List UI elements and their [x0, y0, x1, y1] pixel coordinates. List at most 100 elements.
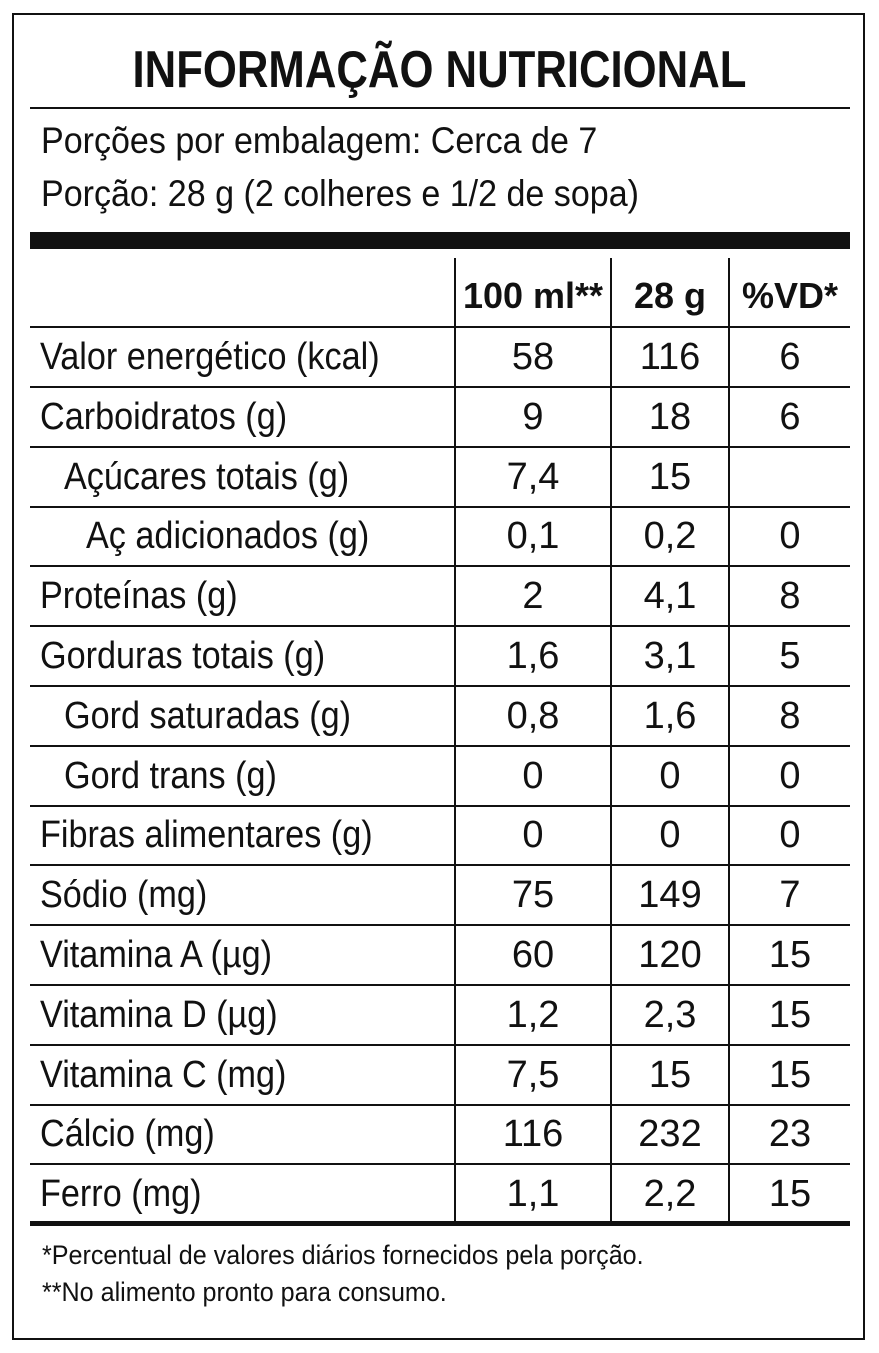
value-daily-percent: 7 — [779, 874, 801, 917]
value-daily-percent: 15 — [768, 993, 812, 1036]
value-per-portion: 18 — [648, 395, 692, 438]
value-per-portion: 1,6 — [643, 694, 697, 737]
value-per-portion: 4,1 — [643, 575, 697, 618]
table-row: Proteínas (g) 2 4,1 8 — [30, 566, 850, 628]
nutrient-name: Ferro (mg) — [40, 1173, 202, 1216]
value-per-portion: 120 — [638, 934, 702, 976]
row-divider — [30, 924, 850, 927]
row-divider — [30, 1043, 850, 1046]
value-per-portion: 0 — [659, 754, 681, 797]
thick-divider — [30, 232, 850, 249]
row-divider — [30, 1103, 850, 1106]
table-row: Açúcares totais (g) 7,4 15 — [30, 447, 850, 508]
table-row: Valor energético (kcal) 58 116 6 — [30, 327, 850, 388]
value-daily-percent: 6 — [779, 336, 801, 378]
row-divider — [30, 1163, 850, 1166]
nutrient-name: Cálcio (mg) — [40, 1113, 215, 1156]
value-per-portion: 2,2 — [643, 1173, 697, 1216]
table-row: Gorduras totais (g) 1,6 3,1 5 — [30, 626, 850, 687]
value-per-portion: 0,2 — [643, 515, 697, 558]
table-row: Cálcio (mg) 116 232 23 — [30, 1104, 850, 1166]
row-divider — [30, 505, 850, 508]
value-per-portion: 232 — [638, 1113, 702, 1156]
value-per-100ml: 1,1 — [506, 1173, 560, 1216]
servings-per-package: Porções por embalagem: Cerca de 7 — [41, 120, 598, 161]
nutrient-name: Aç adicionados (g) — [86, 515, 370, 558]
row-divider — [30, 625, 850, 628]
table-header-row: 100 ml** 28 g %VD* — [30, 258, 850, 328]
value-daily-percent: 23 — [768, 1113, 812, 1156]
value-daily-percent: 0 — [779, 754, 801, 797]
row-divider — [30, 326, 850, 328]
serving-size: Porção: 28 g (2 colheres e 1/2 de sopa) — [41, 173, 639, 214]
nutrient-name: Vitamina A (µg) — [40, 934, 272, 976]
table-row: Vitamina C (mg) 7,5 15 15 — [30, 1045, 850, 1106]
row-divider — [30, 685, 850, 687]
row-divider — [30, 864, 850, 867]
table-row: Sódio (mg) 75 149 7 — [30, 865, 850, 927]
value-daily-percent: 8 — [779, 575, 801, 618]
value-per-portion: 149 — [638, 874, 702, 917]
value-daily-percent: 0 — [779, 515, 801, 558]
table-row: Ferro (mg) 1,1 2,2 15 — [30, 1164, 850, 1224]
value-per-100ml: 0,8 — [506, 694, 560, 737]
table-bottom-rule — [30, 1221, 850, 1226]
column-divider — [454, 258, 456, 1223]
value-daily-percent: 0 — [779, 814, 801, 857]
value-per-100ml: 0 — [522, 754, 544, 797]
value-daily-percent — [730, 447, 850, 507]
row-divider — [30, 565, 850, 568]
nutrient-name: Sódio (mg) — [40, 874, 208, 917]
column-header-daily-value: %VD* — [741, 275, 839, 316]
column-divider — [610, 258, 612, 1223]
nutrient-name: Gord saturadas (g) — [64, 694, 352, 737]
row-divider — [30, 804, 850, 807]
nutrient-name: Gorduras totais (g) — [40, 635, 326, 677]
value-daily-percent: 8 — [779, 694, 801, 737]
column-header-per-100ml: 100 ml** — [462, 275, 604, 316]
row-divider — [30, 984, 850, 986]
value-per-portion: 15 — [648, 1053, 692, 1096]
table-row: Gord saturadas (g) 0,8 1,6 8 — [30, 686, 850, 747]
table-row: Carboidratos (g) 9 18 6 — [30, 387, 850, 448]
value-per-100ml: 2 — [522, 575, 544, 618]
value-daily-percent: 15 — [768, 1173, 812, 1216]
nutrient-name: Fibras alimentares (g) — [40, 814, 373, 857]
label-title: INFORMAÇÃO NUTRICIONAL — [132, 41, 747, 99]
row-divider — [30, 386, 850, 388]
table-row: Gord trans (g) 0 0 0 — [30, 746, 850, 807]
value-daily-percent: 15 — [768, 934, 812, 976]
nutrient-name: Açúcares totais (g) — [64, 455, 350, 498]
value-per-portion: 2,3 — [643, 993, 697, 1036]
value-per-100ml: 7,4 — [506, 455, 560, 498]
value-per-100ml: 0 — [522, 814, 544, 857]
nutrient-name: Proteínas (g) — [40, 575, 238, 618]
row-divider — [30, 744, 850, 747]
value-per-100ml: 1,2 — [506, 993, 560, 1036]
footnote-ready-to-eat: **No alimento pronto para consumo. — [42, 1277, 447, 1307]
row-divider — [30, 445, 850, 448]
nutrient-name: Gord trans (g) — [64, 754, 277, 797]
value-per-portion: 3,1 — [643, 635, 697, 677]
value-per-100ml: 0,1 — [506, 515, 560, 558]
nutrient-name: Vitamina C (mg) — [40, 1053, 287, 1096]
value-daily-percent: 6 — [779, 395, 801, 438]
table-row: Vitamina A (µg) 60 120 15 — [30, 925, 850, 986]
column-divider — [728, 258, 730, 1223]
nutrient-name: Valor energético (kcal) — [40, 336, 380, 378]
value-per-100ml: 9 — [522, 395, 544, 438]
table-row: Vitamina D (µg) 1,2 2,3 15 — [30, 985, 850, 1046]
value-per-portion: 0 — [659, 814, 681, 857]
value-per-100ml: 75 — [511, 874, 555, 917]
nutrient-name: Vitamina D (µg) — [40, 993, 278, 1036]
value-daily-percent: 15 — [768, 1053, 812, 1096]
value-daily-percent: 5 — [779, 635, 801, 677]
value-per-100ml: 116 — [502, 1113, 564, 1156]
value-per-100ml: 58 — [511, 336, 555, 378]
value-per-100ml: 7,5 — [506, 1053, 560, 1096]
nutrition-label — [12, 13, 865, 1340]
column-header-portion: 28 g — [633, 275, 707, 316]
footnote-daily-value: *Percentual de valores diários fornecido… — [42, 1240, 644, 1270]
nutrient-name: Carboidratos (g) — [40, 395, 288, 438]
table-row: Aç adicionados (g) 0,1 0,2 0 — [30, 506, 850, 568]
